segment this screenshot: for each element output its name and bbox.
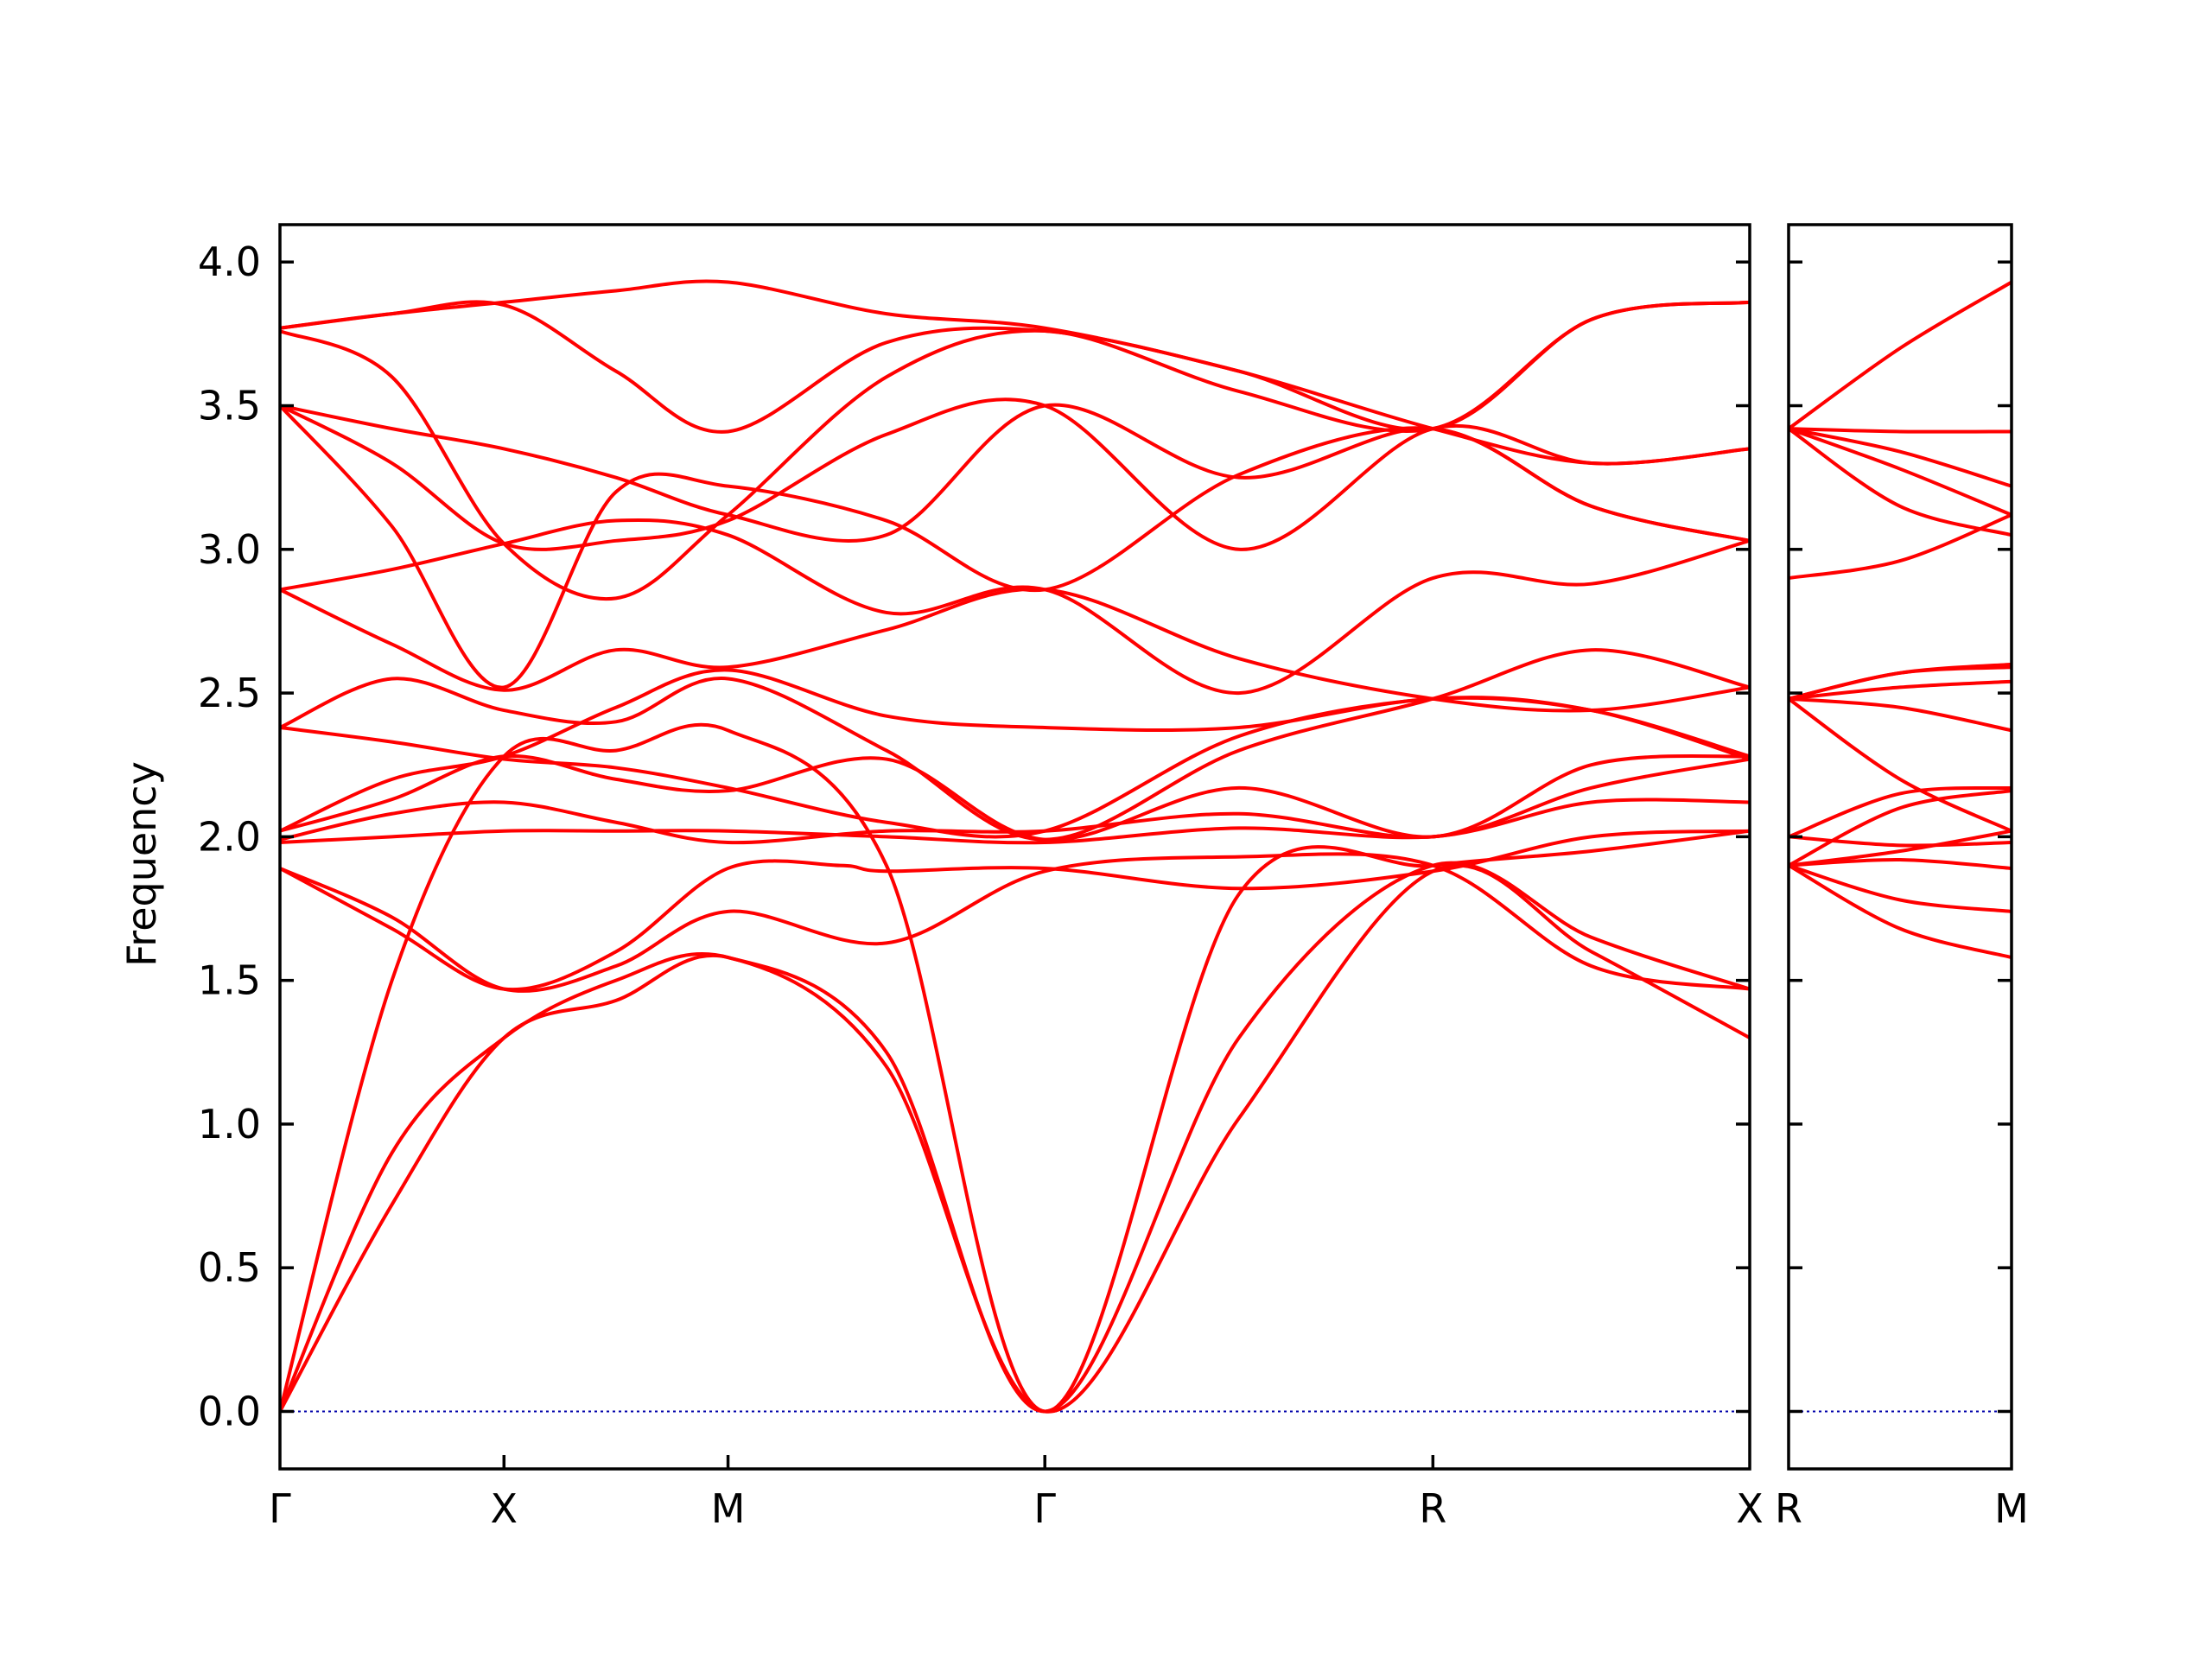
x-tick-label: X bbox=[1736, 1485, 1764, 1532]
band-line-12 bbox=[280, 587, 1750, 713]
x-tick-label: R bbox=[1419, 1485, 1446, 1532]
x-tick-label: R bbox=[1775, 1485, 1802, 1532]
y-tick-label: 3.0 bbox=[198, 526, 261, 573]
y-tick-label: 0.0 bbox=[198, 1388, 261, 1434]
x-tick-label: X bbox=[491, 1485, 518, 1532]
x-tick-label: M bbox=[1994, 1485, 2029, 1532]
band-line-2 bbox=[1789, 863, 2012, 913]
band-line-5 bbox=[1789, 835, 2012, 848]
band-line-13 bbox=[280, 518, 1750, 696]
band-line-5 bbox=[280, 852, 1750, 993]
y-tick-label: 3.5 bbox=[198, 383, 261, 429]
band-line-10 bbox=[1789, 679, 2012, 701]
band-line-6 bbox=[1789, 789, 2012, 868]
band-line-1 bbox=[280, 863, 1750, 1414]
band-line-16 bbox=[1789, 427, 2012, 488]
band-line-14 bbox=[1789, 427, 2012, 537]
panels-layer: 0.00.51.01.52.02.53.03.54.0Γ X M Γ R X R M bbox=[198, 223, 2029, 1532]
x-tick-label: M bbox=[711, 1485, 746, 1532]
y-tick-label: 2.5 bbox=[198, 670, 261, 716]
band-line-8 bbox=[280, 753, 1750, 842]
band-line-9 bbox=[1789, 696, 2012, 733]
y-tick-label: 2.0 bbox=[198, 813, 261, 860]
band-line-16 bbox=[280, 403, 1750, 543]
band-line-3 bbox=[280, 722, 1750, 1414]
band-line-13 bbox=[1789, 512, 2012, 581]
band-line-6 bbox=[280, 798, 1750, 845]
band-line-8 bbox=[1789, 696, 2012, 833]
y-tick-label: 4.0 bbox=[198, 238, 261, 285]
x-tick-label: Γ bbox=[1033, 1485, 1056, 1532]
band-line-2 bbox=[280, 861, 1750, 1414]
band-line-11 bbox=[280, 668, 1750, 833]
bands-group bbox=[1789, 280, 2012, 960]
band-line-1 bbox=[1789, 863, 2012, 960]
band-line-18 bbox=[280, 300, 1750, 434]
band-line-4 bbox=[280, 829, 1750, 992]
band-line-4 bbox=[1789, 829, 2012, 868]
band-line-17 bbox=[280, 300, 1750, 601]
band-line-15 bbox=[1789, 427, 2012, 517]
band-line-12 bbox=[1789, 662, 2012, 701]
y-axis-label: Frequency bbox=[118, 761, 165, 967]
band-line-14 bbox=[280, 397, 1750, 551]
band-line-10 bbox=[280, 648, 1750, 842]
y-tick-label: 0.5 bbox=[198, 1244, 261, 1291]
band-line-19 bbox=[280, 279, 1750, 466]
y-tick-label: 1.0 bbox=[198, 1101, 261, 1147]
band-line-18 bbox=[1789, 280, 2012, 431]
band-line-7 bbox=[1789, 785, 2012, 839]
plot-frame bbox=[1787, 223, 2013, 1471]
panel-1: 0.0 0.5 1.0 1.5 2.0 2.5 3.0 3.5 4.0 Γ X M Γ R X bbox=[198, 223, 1764, 1532]
plot-frame bbox=[278, 223, 1751, 1471]
bands-group bbox=[280, 279, 1750, 1414]
x-tick-label: Γ bbox=[269, 1485, 291, 1532]
y-tick-label: 1.5 bbox=[198, 957, 261, 1004]
band-line-17 bbox=[1789, 427, 2012, 434]
